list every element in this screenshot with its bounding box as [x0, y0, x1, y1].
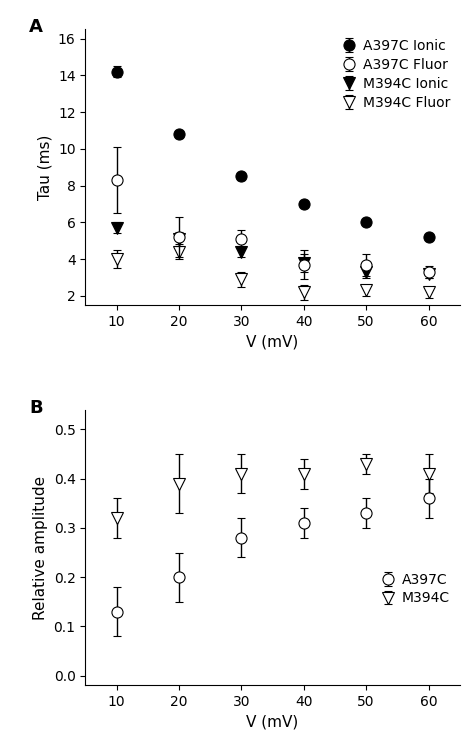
Y-axis label: Tau (ms): Tau (ms) [37, 135, 52, 200]
Legend: A397C, M394C: A397C, M394C [380, 570, 453, 608]
Legend: A397C Ionic, A397C Fluor, M394C Ionic, M394C Fluor: A397C Ionic, A397C Fluor, M394C Ionic, M… [340, 36, 453, 113]
Text: B: B [29, 399, 43, 417]
Text: A: A [29, 18, 43, 36]
X-axis label: V (mV): V (mV) [246, 335, 299, 349]
Y-axis label: Relative amplitude: Relative amplitude [33, 475, 48, 620]
X-axis label: V (mV): V (mV) [246, 715, 299, 730]
